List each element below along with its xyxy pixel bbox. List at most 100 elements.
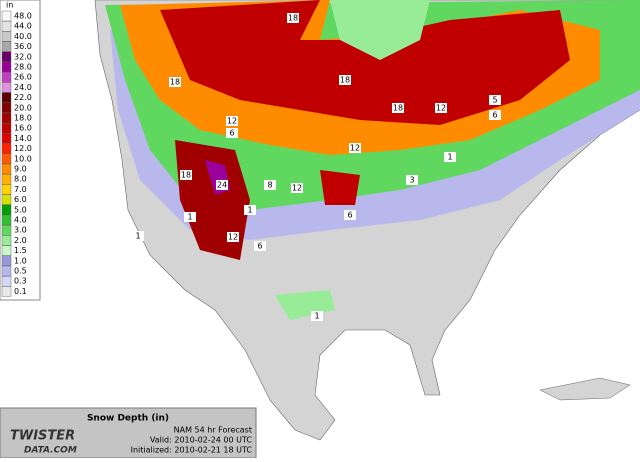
contour-label-text: 12 [227, 117, 237, 126]
contour-label: 6 [254, 241, 266, 251]
snow-red [160, 0, 570, 125]
contour-label-text: 1 [187, 213, 192, 222]
contour-label-text: 18 [393, 104, 403, 113]
logo-bottom: DATA.COM [24, 446, 77, 456]
legend-label: 32.0 [14, 52, 32, 61]
contour-label-box [444, 152, 456, 162]
info-valid: Valid: 2010-02-24 00 UTC [150, 436, 253, 445]
contour-label-box [344, 210, 356, 220]
legend-swatch [1, 82, 12, 93]
legend-swatch [1, 153, 12, 165]
legend-swatch [1, 255, 12, 267]
contour-label-text: 1 [314, 312, 319, 321]
legend-label: 1.5 [14, 246, 27, 255]
contour-label-text: 6 [229, 129, 234, 138]
contour-label-text: 5 [492, 96, 497, 105]
legend-label: 22.0 [14, 93, 32, 102]
contour-label-box [291, 183, 303, 193]
contour-label-box [349, 143, 361, 153]
contour-label-text: 18 [170, 78, 180, 87]
legend-label: 3.0 [14, 226, 27, 235]
contour-label: 1 [184, 212, 196, 222]
legend-label: 40.0 [14, 32, 32, 41]
legend-label: 9.0 [14, 165, 27, 174]
contour-label-box [264, 180, 276, 190]
legend-swatch [1, 214, 12, 226]
contour-label-text: 12 [292, 184, 302, 193]
legend-label: 4.0 [14, 216, 27, 225]
contour-label-text: 18 [340, 76, 350, 85]
plains-snow [320, 170, 360, 205]
contour-label: 18 [287, 13, 299, 23]
contour-label: 12 [349, 143, 361, 153]
contour-label-box [392, 103, 404, 113]
contour-label: 1 [132, 231, 144, 241]
legend-label: 0.3 [14, 277, 27, 286]
legend-label: 2.0 [14, 236, 27, 245]
contour-label: 18 [169, 77, 181, 87]
legend-label: 24.0 [14, 83, 32, 92]
contour-label-box [216, 180, 228, 190]
logo-top: TWISTER [10, 429, 75, 444]
contour-label: 12 [291, 183, 303, 193]
contour-label: 18 [392, 103, 404, 113]
info-box [0, 407, 257, 459]
contour-label: 18 [339, 75, 351, 85]
legend-swatch [1, 21, 12, 32]
contour-label-box [180, 170, 192, 180]
contour-label-text: 12 [436, 104, 446, 113]
contour-label: 3 [406, 175, 418, 185]
legend-swatch [1, 122, 12, 134]
contour-label-text: 3 [409, 176, 414, 185]
contour-label-box [489, 95, 501, 105]
rockies-snow [175, 140, 250, 260]
legend-swatch [1, 163, 12, 175]
contour-label-box [489, 110, 501, 120]
contour-label-text: 18 [288, 14, 298, 23]
contour-label-text: 8 [267, 181, 272, 190]
contour-label: 6 [489, 110, 501, 120]
contour-label: 12 [226, 116, 238, 126]
contour-label-text: 24 [217, 181, 227, 190]
legend-swatch [1, 143, 12, 154]
contour-label-text: 6 [347, 211, 352, 220]
legend-swatch [1, 31, 12, 42]
contour-label: 8 [264, 180, 276, 190]
legend-label: 6.0 [14, 195, 27, 204]
legend-label: 18.0 [14, 114, 32, 123]
contour-label: 18 [180, 170, 192, 180]
legend-swatch [1, 51, 12, 62]
legend-swatch [1, 10, 12, 22]
cuba [539, 377, 631, 401]
hudson-area [330, 0, 430, 60]
legend-label: 48.0 [14, 12, 32, 21]
legend-swatch [1, 112, 12, 124]
contour-label-text: 1 [447, 153, 452, 162]
contour-label-box [132, 231, 144, 241]
legend-swatch [1, 235, 12, 246]
legend-swatch [1, 61, 12, 73]
legend-swatch [1, 173, 12, 185]
contour-label: 6 [344, 210, 356, 220]
contour-label: 1 [311, 311, 323, 321]
contour-label-text: 6 [492, 111, 497, 120]
contour-label-box [287, 13, 299, 23]
legend-swatch [1, 265, 12, 277]
legend-swatch [1, 184, 12, 195]
legend-label: 20.0 [14, 103, 32, 112]
legend-label: 44.0 [14, 22, 32, 31]
contour-label-text: 6 [257, 242, 262, 251]
contour-label-text: 12 [228, 233, 238, 242]
legend-swatch [1, 194, 12, 205]
legend-label: 12.0 [14, 144, 32, 153]
contour-label: 5 [489, 95, 501, 105]
contour-label-box [169, 77, 181, 87]
legend-label: 0.1 [14, 287, 27, 296]
legend-swatch [1, 276, 12, 287]
contour-label-text: 1 [247, 206, 252, 215]
contour-label-text: 12 [350, 144, 360, 153]
info-initialized: Initialized: 2010-02-21 18 UTC [131, 446, 253, 455]
contour-label-box [311, 311, 323, 321]
contour-label-box [339, 75, 351, 85]
